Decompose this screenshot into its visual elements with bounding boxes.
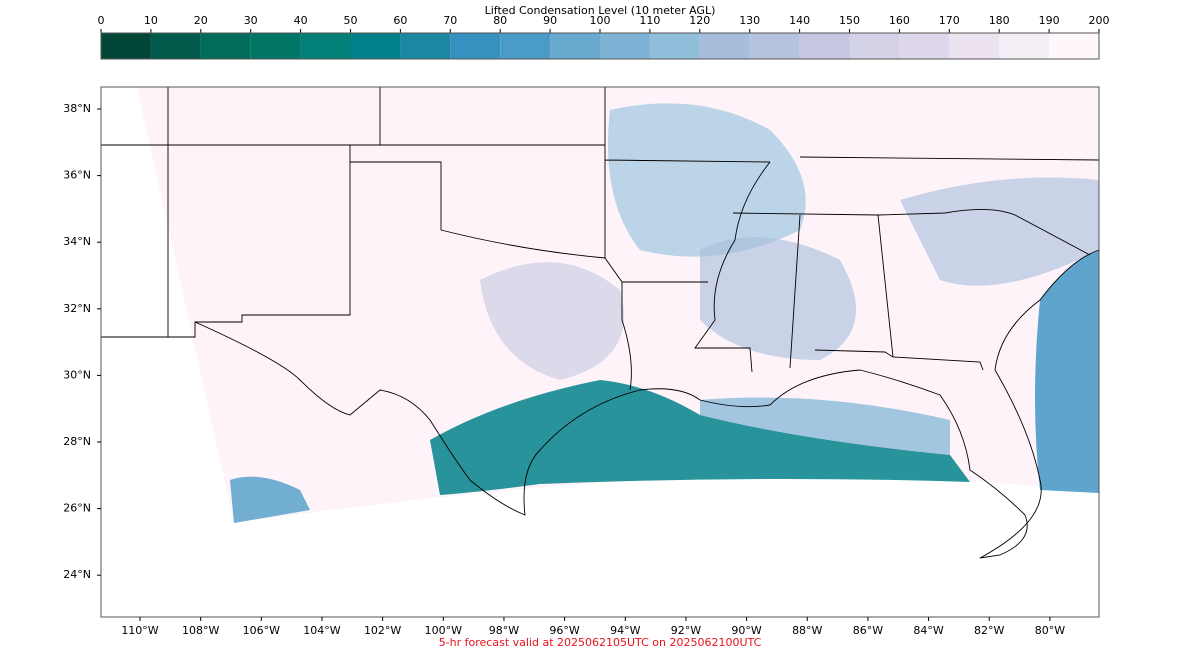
lon-tick-label: 84°W xyxy=(913,624,943,637)
field-blob xyxy=(700,237,856,360)
map-ticks: 38°N 36°N 34°N 32°N 30°N 28°N 26°N 24°N 110°W 108… xyxy=(63,102,1065,637)
colorbar-tick-label: 180 xyxy=(989,14,1010,27)
coastline xyxy=(194,249,1100,559)
field-blob xyxy=(900,177,1099,286)
lat-tick-label: 30°N xyxy=(63,368,91,381)
lon-tick-label: 86°W xyxy=(853,624,883,637)
colorbar-tick-label: 80 xyxy=(493,14,507,27)
lon-tick-label: 80°W xyxy=(1035,624,1065,637)
lon-tick-label: 100°W xyxy=(425,624,462,637)
state-borders xyxy=(101,87,771,391)
lon-tick-label: 94°W xyxy=(610,624,640,637)
field-blob xyxy=(1035,250,1099,493)
colorbar-tick-label: 150 xyxy=(839,14,860,27)
colorbar-tick-label: 60 xyxy=(393,14,407,27)
colorbar-tick-label: 200 xyxy=(1089,14,1110,27)
lat-tick-label: 32°N xyxy=(63,302,91,315)
colorbar-tick-label: 140 xyxy=(789,14,810,27)
colorbar-tick-label: 40 xyxy=(294,14,308,27)
colorbar-segment xyxy=(300,33,351,59)
lat-tick-label: 34°N xyxy=(63,235,91,248)
lon-tick-label: 88°W xyxy=(792,624,822,637)
colorbar-segment xyxy=(999,33,1050,59)
colorbar-segment xyxy=(200,33,251,59)
colorbar-tick-label: 170 xyxy=(939,14,960,27)
map-frame xyxy=(100,86,1100,618)
colorbar-segment xyxy=(749,33,800,59)
colorbar-segment xyxy=(500,33,551,59)
colorbar-segment xyxy=(350,33,401,59)
field-blob xyxy=(700,397,950,455)
colorbar-tick-label: 70 xyxy=(443,14,457,27)
lon-tick-label: 106°W xyxy=(243,624,280,637)
colorbar-tick-label: 20 xyxy=(194,14,208,27)
colorbar-segment xyxy=(949,33,1000,59)
forecast-footer: 5-hr forecast valid at 2025062105UTC on … xyxy=(439,636,762,649)
colorbar-tick-label: 100 xyxy=(590,14,611,27)
colorbar-tick-label: 0 xyxy=(98,14,105,27)
lat-tick-label: 24°N xyxy=(63,568,91,581)
lon-tick-label: 102°W xyxy=(364,624,401,637)
colorbar-segment xyxy=(849,33,900,59)
colorbar-segment xyxy=(1049,33,1099,59)
colorbar-segment xyxy=(250,33,301,59)
lon-tick-label: 108°W xyxy=(182,624,219,637)
lon-tick-label: 92°W xyxy=(671,624,701,637)
colorbar-segment xyxy=(649,33,700,59)
colorbar-segment xyxy=(699,33,750,59)
lat-tick-label: 28°N xyxy=(63,435,91,448)
colorbar-frame xyxy=(100,32,1100,60)
colorbar-tick-label: 110 xyxy=(639,14,660,27)
state-borders xyxy=(694,156,1100,373)
lat-tick-label: 38°N xyxy=(63,102,91,115)
colorbar-segment xyxy=(400,33,451,59)
colorbar-title: Lifted Condensation Level (10 meter AGL) xyxy=(485,4,716,17)
field-blob xyxy=(608,103,806,257)
colorbar-tick-label: 90 xyxy=(543,14,557,27)
colorbar: 0 10 20 30 40 50 60 70 80 90 100 110 120 130 140 150 160… xyxy=(98,14,1110,59)
lat-tick-label: 26°N xyxy=(63,502,91,515)
field-blob xyxy=(230,476,310,523)
colorbar-segment xyxy=(450,33,501,59)
boundaries xyxy=(101,87,1100,559)
colorbar-tick-label: 10 xyxy=(144,14,158,27)
colorbar-segment xyxy=(600,33,650,59)
colorbar-tick-label: 30 xyxy=(244,14,258,27)
colorbar-segment xyxy=(899,33,950,59)
colorbar-segment xyxy=(799,33,850,59)
lon-tick-label: 90°W xyxy=(731,624,761,637)
colorbar-tick-label: 120 xyxy=(689,14,710,27)
lon-tick-label: 104°W xyxy=(303,624,340,637)
colorbar-tick-label: 130 xyxy=(739,14,760,27)
lon-tick-label: 110°W xyxy=(121,624,158,637)
colorbar-tick-label: 160 xyxy=(889,14,910,27)
colorbar-tick-label: 50 xyxy=(344,14,358,27)
field-blob xyxy=(430,380,970,495)
colorbar-segment xyxy=(550,33,600,59)
lon-tick-label: 82°W xyxy=(974,624,1004,637)
colorbar-segment xyxy=(150,33,201,59)
field-blob xyxy=(480,262,624,380)
map-field xyxy=(137,87,1099,523)
colorbar-tick-label: 190 xyxy=(1039,14,1060,27)
lat-tick-label: 36°N xyxy=(63,169,91,182)
lon-tick-label: 96°W xyxy=(549,624,579,637)
lon-tick-label: 98°W xyxy=(489,624,519,637)
colorbar-segment xyxy=(101,33,151,59)
